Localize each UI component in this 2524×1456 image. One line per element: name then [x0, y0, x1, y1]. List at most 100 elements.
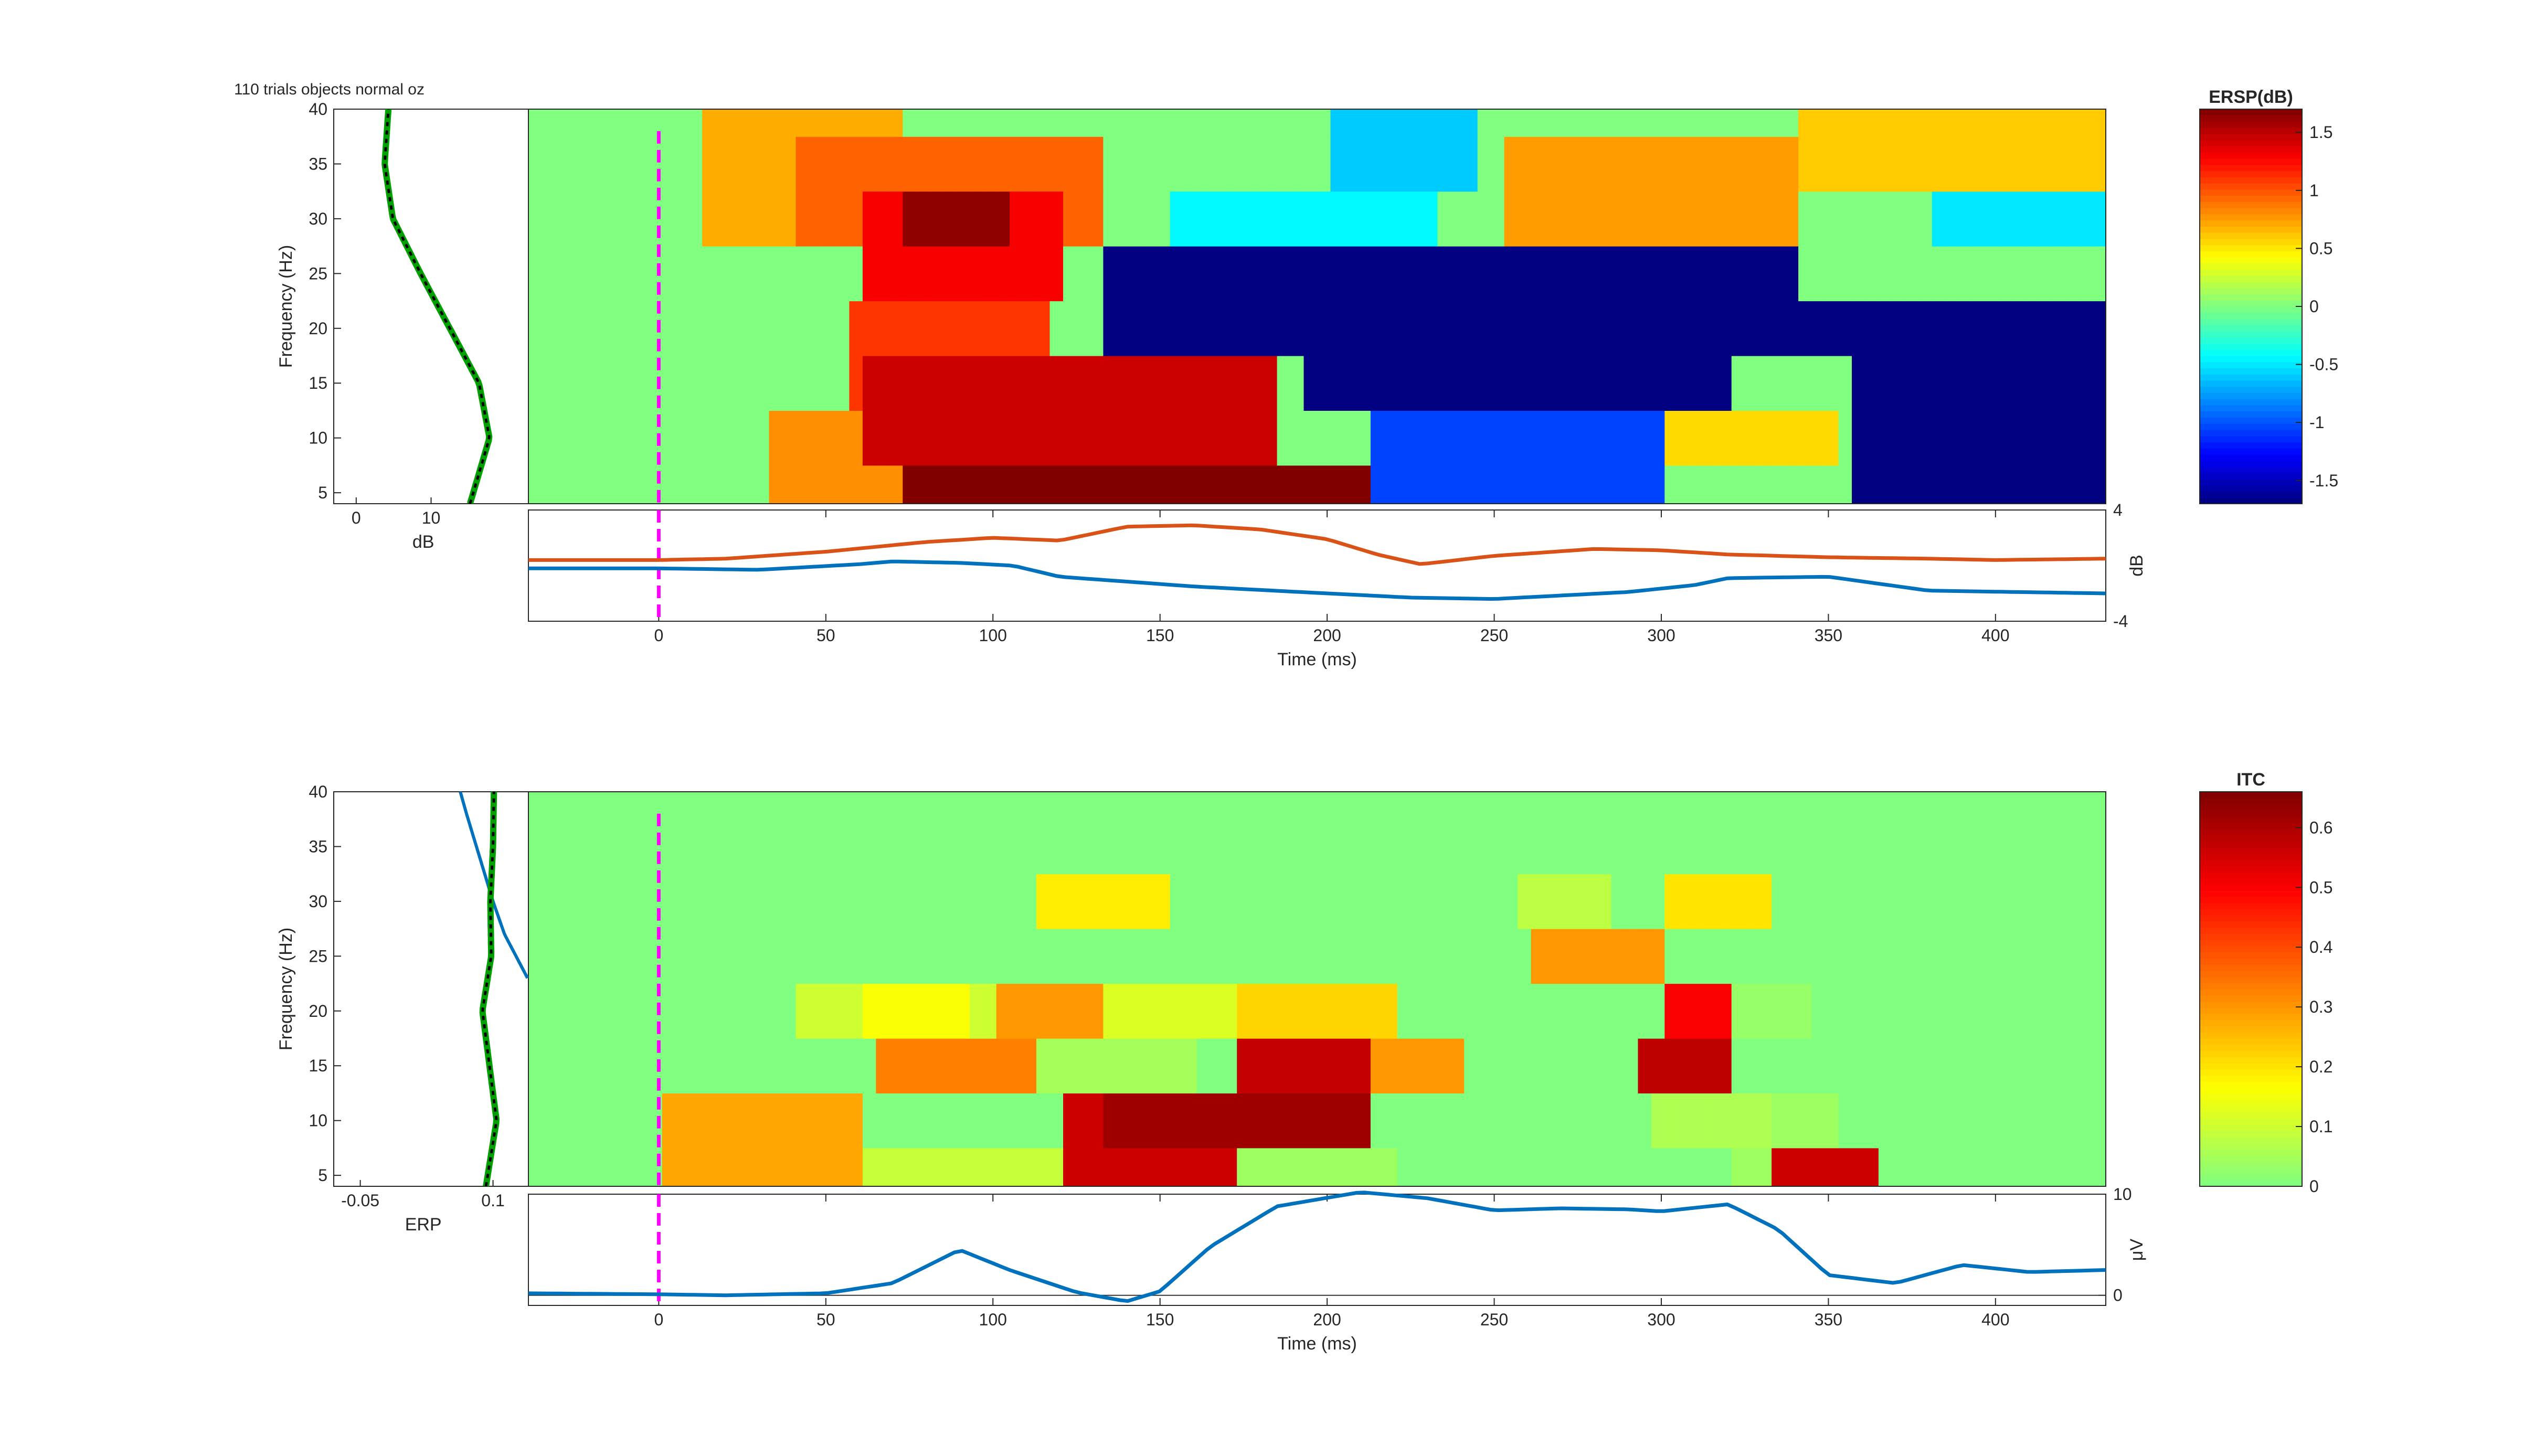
itc-heatmap-cell — [1397, 874, 1411, 929]
ersp-heatmap-cell — [1571, 109, 1585, 137]
ersp-heatmap-cell — [1504, 410, 1518, 466]
ersp-heatmap-cell — [742, 246, 756, 302]
ersp-heatmap-cell — [1611, 136, 1625, 192]
itc-heatmap-cell — [1023, 1038, 1037, 1093]
ersp-colorbar-step — [2200, 479, 2302, 486]
ersp-heatmap-cell — [1183, 356, 1197, 411]
itc-heatmap-cell — [1598, 874, 1612, 929]
itc-heatmap-cell — [2079, 1038, 2093, 1093]
ersp-heatmap-cell — [1557, 410, 1572, 466]
ersp-heatmap-cell — [1651, 410, 1665, 466]
itc-colorbar-step — [2200, 1044, 2302, 1051]
itc-heatmap-cell — [1571, 929, 1585, 984]
itc-heatmap-cell — [1157, 1038, 1171, 1093]
itc-heatmap-cell — [1116, 819, 1130, 875]
itc-heatmap-cell — [729, 874, 743, 929]
ersp-heatmap-cell — [1277, 410, 1291, 466]
ersp-heatmap-cell — [1772, 356, 1786, 411]
ersp-heatmap-cell — [1518, 410, 1532, 466]
itc-heatmap-cell — [1303, 1093, 1318, 1149]
ersp-heatmap-cell — [1450, 410, 1465, 466]
itc-heatmap-cell — [2065, 819, 2080, 875]
itc-heatmap-cell — [942, 983, 957, 1039]
ersp-heatmap-cell — [1143, 109, 1157, 137]
itc-heatmap-cell — [715, 1093, 729, 1149]
itc-heatmap-cell — [889, 1038, 903, 1093]
itc-heatmap-cell — [889, 929, 903, 984]
itc-heatmap-cell — [1317, 929, 1331, 984]
itc-heatmap-cell — [969, 1038, 983, 1093]
itc-heatmap-cell — [715, 983, 729, 1039]
itc-heatmap-cell — [1103, 929, 1117, 984]
ersp-heatmap-cell — [1958, 136, 1972, 192]
ersp-heatmap-cell — [1210, 301, 1224, 356]
ersp-heatmap-cell — [1718, 410, 1732, 466]
itc-heatmap-cell — [1223, 819, 1237, 875]
itc-heatmap-cell — [1450, 929, 1465, 984]
itc-colorbar-step — [2200, 822, 2302, 830]
ersp-heatmap-cell — [1638, 465, 1652, 504]
itc-heatmap-cell — [1143, 1093, 1157, 1149]
ersp-heatmap-cell — [1878, 191, 1892, 247]
itc-heatmap-cell — [568, 983, 582, 1039]
ersp-heatmap-cell — [1063, 136, 1077, 192]
ersp-heatmap-cell — [1758, 191, 1772, 247]
ersp-heatmap-cell — [2012, 191, 2026, 247]
ersp-colorbar-step — [2200, 411, 2302, 418]
ersp-heatmap-cell — [1116, 109, 1130, 137]
itc-heatmap-cell — [1638, 1038, 1652, 1093]
itc-heatmap-cell — [1865, 983, 1879, 1039]
itc-heatmap — [528, 792, 2106, 1187]
itc-heatmap-cell — [1491, 929, 1505, 984]
ersp-heatmap-cell — [2079, 410, 2093, 466]
ersp-heatmap-cell — [542, 136, 556, 192]
itc-heatmap-cell — [1397, 819, 1411, 875]
itc-heatmap-cell — [1905, 983, 1919, 1039]
ersp-heatmap-cell — [983, 356, 997, 411]
itc-heatmap-cell — [1170, 983, 1184, 1039]
ersp-heatmap-cell — [1116, 410, 1130, 466]
ersp-heatmap-cell — [568, 109, 582, 137]
ersp-heatmap-cell — [675, 465, 690, 504]
ersp-heatmap-cell — [1985, 465, 1999, 504]
ersp-heatmap-cell — [1972, 109, 1986, 137]
ersp-colorbar-tick-label: -1 — [2309, 413, 2324, 432]
ersp-heatmap-cell — [581, 136, 596, 192]
ersp-heatmap-cell — [1758, 356, 1772, 411]
ersp-heatmap-cell — [542, 191, 556, 247]
ersp-heatmap-cell — [1076, 246, 1090, 302]
itc-heatmap-cell — [1277, 1093, 1291, 1149]
itc-heatmap-cell — [1758, 1038, 1772, 1093]
ersp-heatmap-cell — [1411, 410, 1425, 466]
ersp-heatmap-cell — [1491, 410, 1505, 466]
itc-heatmap-cell — [1571, 1147, 1585, 1187]
ersp-heatmap-cell — [1464, 301, 1478, 356]
ersp-heatmap-cell — [835, 465, 850, 504]
itc-heatmap-cell — [1678, 792, 1692, 820]
ersp-heatmap-cell — [822, 410, 836, 466]
ersp-heatmap-cell — [1905, 356, 1919, 411]
ersp-heatmap-cell — [1384, 191, 1398, 247]
ersp-heatmap-cell — [581, 301, 596, 356]
itc-heatmap-cell — [2012, 874, 2026, 929]
ersp-heatmap-cell — [1103, 109, 1117, 137]
itc-heatmap-cell — [1945, 874, 1959, 929]
ersp-heatmap-cell — [1785, 191, 1799, 247]
ersp-heatmap-cell — [782, 301, 797, 356]
ersp-heatmap-cell — [1237, 356, 1251, 411]
itc-heatmap-cell — [742, 1093, 756, 1149]
itc-heatmap-cell — [1317, 1093, 1331, 1149]
itc-heatmap-cell — [2052, 819, 2066, 875]
ersp-heatmap-cell — [1838, 410, 1852, 466]
itc-heatmap-cell — [1785, 792, 1799, 820]
itc-heatmap-cell — [1691, 929, 1705, 984]
itc-heatmap-cell — [916, 929, 930, 984]
ersp-heatmap-cell — [1772, 301, 1786, 356]
itc-heatmap-cell — [662, 929, 676, 984]
ersp-heatmap-cell — [2092, 246, 2106, 302]
itc-heatmap-cell — [1544, 874, 1558, 929]
ersp-heatmap-cell — [1638, 191, 1652, 247]
ersp-heatmap-cell — [1477, 410, 1491, 466]
ersp-heatmap-cell — [1157, 136, 1171, 192]
ersp-heatmap-cell — [1330, 301, 1344, 356]
